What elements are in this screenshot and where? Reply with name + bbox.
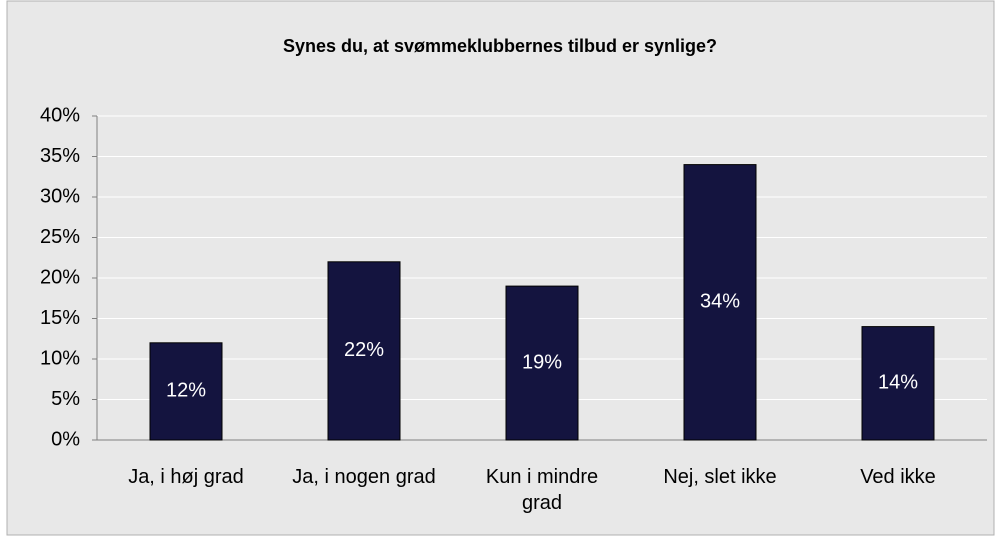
x-tick-label: Ved ikke: [860, 466, 936, 488]
y-tick-label: 30%: [40, 185, 80, 207]
bar: [683, 164, 757, 441]
y-tick-label: 25%: [40, 226, 80, 248]
y-tick-label: 20%: [40, 266, 80, 288]
x-tick-label: Ja, i høj grad: [128, 466, 244, 488]
data-label: 34%: [700, 291, 740, 313]
bar: [861, 326, 935, 441]
chart-title: Synes du, at svømmeklubbernes tilbud er …: [283, 36, 717, 56]
bar: [327, 261, 401, 441]
y-tick-label: 35%: [40, 145, 80, 167]
y-tick-label: 10%: [40, 347, 80, 369]
y-tick-label: 40%: [40, 104, 80, 126]
y-tick-label: 5%: [51, 388, 80, 410]
data-label: 19%: [522, 351, 562, 373]
x-tick-label: Ja, i nogen grad: [292, 466, 436, 488]
x-tick-label: Nej, slet ikke: [663, 466, 777, 488]
data-label: 12%: [166, 380, 206, 402]
data-label: 14%: [878, 372, 918, 394]
y-tick-label: 0%: [51, 428, 80, 450]
chart-background: [6, 0, 995, 536]
y-tick-label: 15%: [40, 307, 80, 329]
data-label: 22%: [344, 339, 384, 361]
bar: [149, 342, 223, 441]
x-tick-label: Kun i mindre grad: [485, 466, 599, 514]
bar: [505, 285, 579, 441]
